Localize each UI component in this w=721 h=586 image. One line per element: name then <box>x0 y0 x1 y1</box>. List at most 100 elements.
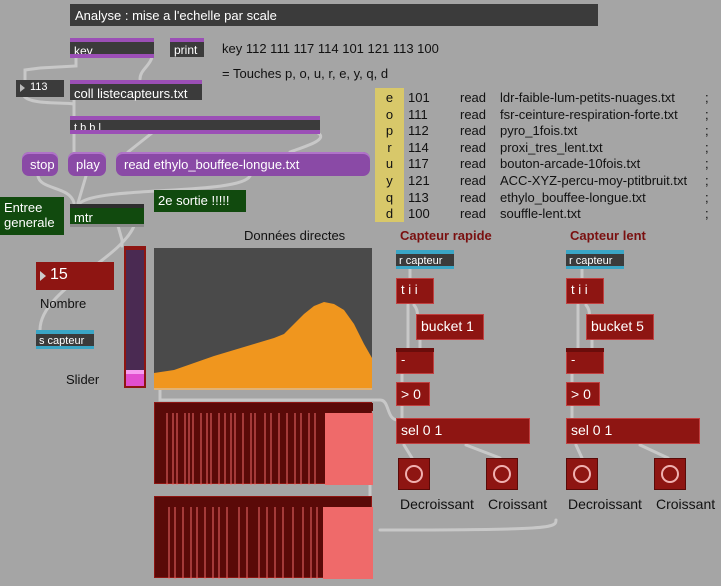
bang-decroissant-2[interactable] <box>566 458 598 490</box>
coll-row-end: ; <box>705 189 709 205</box>
number-15-value: 15 <box>50 266 68 283</box>
bang-croissant-2[interactable] <box>654 458 686 490</box>
minus-object-1[interactable]: - <box>396 348 434 374</box>
bang-circle-icon <box>573 465 591 483</box>
title-comment: Analyse : mise a l'echelle par scale <box>70 4 598 26</box>
coll-row-cmd: read <box>460 139 487 155</box>
coll-row-end: ; <box>705 172 709 188</box>
slider-knob[interactable] <box>126 370 144 374</box>
bucket-1-object[interactable]: bucket 1 <box>416 314 484 340</box>
bang-circle-icon <box>493 465 511 483</box>
data-plot-curve <box>154 302 372 390</box>
coll-row-file: pyro_1fois.txt <box>500 123 578 139</box>
bang-history-display-1 <box>154 402 373 485</box>
coll-list-row: 114 read proxi_tres_lent.txt; <box>408 140 721 157</box>
coll-row-n: 114 <box>408 139 429 155</box>
key-letter: y <box>386 172 393 188</box>
croissant-comment-2: Croissant <box>656 496 716 512</box>
bang-history-display-2 <box>154 496 373 579</box>
coll-row-end: ; <box>705 90 709 105</box>
coll-row-file: bouton-arcade-10fois.txt <box>500 156 641 172</box>
s-capteur-bottom <box>36 346 94 349</box>
coll-row-n: 113 <box>408 189 429 205</box>
coll-list-row: 111 read fsr-ceinture-respiration-forte.tx… <box>408 107 721 124</box>
deuxieme-sortie-comment: 2e sortie !!!!! <box>154 190 246 212</box>
data-plot <box>154 248 372 390</box>
number-113-value: 113 <box>30 81 48 93</box>
minus-wide-bar-1 <box>396 348 434 352</box>
coll-row-end: ; <box>705 206 709 222</box>
slider[interactable] <box>124 246 146 388</box>
r-capteur-bottom-1 <box>396 266 454 269</box>
bang-history-bars-2 <box>168 507 373 579</box>
number-triangle-icon <box>20 84 25 92</box>
gt-zero-object-1[interactable]: > 0 <box>396 382 430 406</box>
touches-comment: = Touches p, o, u, r, e, y, q, d <box>222 66 389 81</box>
coll-contents-list: 101 read ldr-faible-lum-petits-nuages.txt;… <box>408 90 721 223</box>
mtr-object[interactable]: mtr <box>70 204 144 226</box>
r-capteur-object-1[interactable]: r capteur <box>396 250 454 268</box>
coll-row-n: 112 <box>408 123 429 139</box>
key-letter: p <box>385 123 394 139</box>
coll-row-end: ; <box>705 123 709 139</box>
play-message[interactable]: play <box>68 152 106 176</box>
tii-trigger-1[interactable]: t i i <box>396 278 434 304</box>
minus-object-2[interactable]: - <box>566 348 604 374</box>
number-triangle-icon <box>40 271 46 281</box>
bang-circle-icon <box>661 465 679 483</box>
decroissant-comment-1: Decroissant <box>400 496 474 512</box>
coll-row-file: proxi_tres_lent.txt <box>500 139 603 155</box>
key-letter: d <box>385 206 394 222</box>
tbbl-outlet-bar <box>70 130 320 134</box>
bucket-5-object[interactable]: bucket 5 <box>586 314 654 340</box>
coll-row-cmd: read <box>460 189 487 205</box>
key-letter: o <box>385 106 394 122</box>
coll-row-file: fsr-ceinture-respiration-forte.txt <box>500 106 678 122</box>
bang-croissant-1[interactable] <box>486 458 518 490</box>
number-15-box[interactable]: 15 <box>36 262 114 290</box>
coll-list-row: 117 read bouton-arcade-10fois.txt; <box>408 156 721 173</box>
sel-object-2[interactable]: sel 0 1 <box>566 418 700 444</box>
capteur-rapide-comment: Capteur rapide <box>400 228 492 243</box>
coll-row-n: 121 <box>408 172 430 188</box>
coll-list-row: 113 read ethylo_bouffee-longue.txt; <box>408 190 721 207</box>
coll-row-cmd: read <box>460 172 487 188</box>
coll-row-end: ; <box>705 106 709 122</box>
croissant-comment-1: Croissant <box>488 496 548 512</box>
coll-object[interactable]: coll listecapteurs.txt <box>70 80 202 100</box>
read-message[interactable]: read ethylo_bouffee-longue.txt <box>116 152 370 176</box>
coll-row-cmd: read <box>460 206 487 222</box>
coll-row-file: ACC-XYZ-percu-moy-ptitbruit.txt <box>500 172 688 188</box>
key-letter: u <box>385 156 394 172</box>
coll-row-file: ethylo_bouffee-longue.txt <box>500 189 646 205</box>
key-letter: e <box>385 90 394 105</box>
key-codes-comment: key 112 111 117 114 101 121 113 100 <box>222 41 439 56</box>
number-113-box[interactable]: 113 <box>16 80 64 97</box>
coll-row-file: ldr-faible-lum-petits-nuages.txt <box>500 90 675 105</box>
coll-row-cmd: read <box>460 106 487 122</box>
coll-row-cmd: read <box>460 90 487 105</box>
s-capteur-object[interactable]: s capteur <box>36 330 94 348</box>
stop-message[interactable]: stop <box>22 152 58 176</box>
coll-row-cmd: read <box>460 123 487 139</box>
bang-circle-icon <box>405 465 423 483</box>
tii-trigger-2[interactable]: t i i <box>566 278 604 304</box>
bang-decroissant-1[interactable] <box>398 458 430 490</box>
coll-row-cmd: read <box>460 156 487 172</box>
decroissant-comment-2: Decroissant <box>568 496 642 512</box>
slider-fill <box>126 372 144 386</box>
coll-row-n: 100 <box>408 206 430 222</box>
print-object[interactable]: print <box>170 38 204 57</box>
r-capteur-object-2[interactable]: r capteur <box>566 250 624 268</box>
sel-object-1[interactable]: sel 0 1 <box>396 418 530 444</box>
donnees-directes-comment: Données directes <box>244 228 346 243</box>
minus-wide-bar-2 <box>566 348 604 352</box>
coll-list-row: 112 read pyro_1fois.txt; <box>408 123 721 140</box>
bang-history-bars-1 <box>155 403 373 485</box>
mtr-outlet-bar <box>70 224 144 227</box>
key-outlet-bar <box>70 54 154 58</box>
gt-zero-object-2[interactable]: > 0 <box>566 382 600 406</box>
tbbl-trigger-object[interactable]: t b b l <box>70 116 320 134</box>
coll-row-file: souffle-lent.txt <box>500 206 581 222</box>
